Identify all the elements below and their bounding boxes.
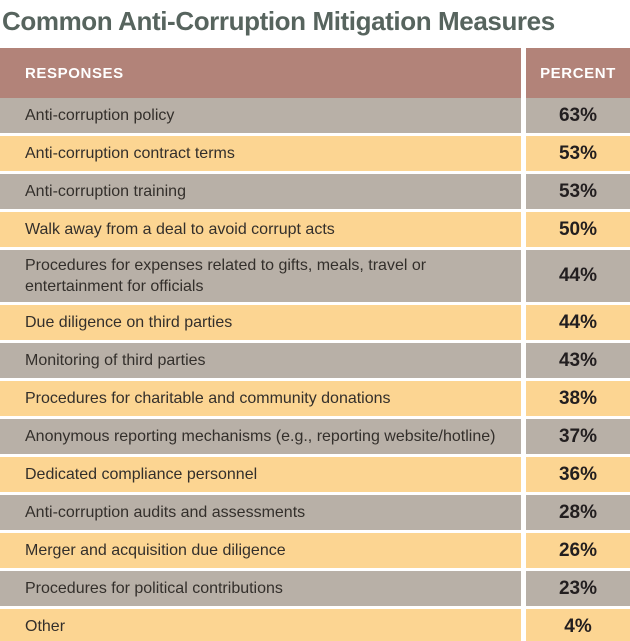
percent-value: 53% bbox=[526, 136, 630, 171]
percent-value: 4% bbox=[526, 609, 630, 641]
percent-value: 44% bbox=[526, 250, 630, 302]
table-row: Anti-corruption policy 63% bbox=[0, 98, 630, 133]
responses-table: RESPONSES PERCENT Anti-corruption policy… bbox=[0, 48, 630, 641]
table-row: Due diligence on third parties 44% bbox=[0, 305, 630, 340]
percent-value: 44% bbox=[526, 305, 630, 340]
table-row: Walk away from a deal to avoid corrupt a… bbox=[0, 212, 630, 247]
table-row: Anonymous reporting mechanisms (e.g., re… bbox=[0, 419, 630, 454]
response-label: Procedures for expenses related to gifts… bbox=[0, 250, 521, 302]
table-row: Merger and acquisition due diligence 26% bbox=[0, 533, 630, 568]
page-title: Common Anti-Corruption Mitigation Measur… bbox=[2, 6, 555, 36]
percent-value: 50% bbox=[526, 212, 630, 247]
table-row: Anti-corruption audits and assessments 28… bbox=[0, 495, 630, 530]
table-row: Procedures for political contributions 23… bbox=[0, 571, 630, 606]
percent-value: 28% bbox=[526, 495, 630, 530]
response-label: Due diligence on third parties bbox=[0, 305, 521, 340]
response-label: Anti-corruption audits and assessments bbox=[0, 495, 521, 530]
table-row: Anti-corruption contract terms 53% bbox=[0, 136, 630, 171]
percent-value: 63% bbox=[526, 98, 630, 133]
percent-value: 53% bbox=[526, 174, 630, 209]
table-row: Monitoring of third parties 43% bbox=[0, 343, 630, 378]
response-label: Procedures for charitable and community … bbox=[0, 381, 521, 416]
response-label: Anti-corruption contract terms bbox=[0, 136, 521, 171]
percent-value: 43% bbox=[526, 343, 630, 378]
table-header-row: RESPONSES PERCENT bbox=[0, 48, 630, 98]
table-row: Dedicated compliance personnel 36% bbox=[0, 457, 630, 492]
table-body: Anti-corruption policy 63% Anti-corruption… bbox=[0, 98, 630, 641]
response-label: Other bbox=[0, 609, 521, 641]
response-label: Merger and acquisition due diligence bbox=[0, 533, 521, 568]
table-row: Procedures for charitable and community … bbox=[0, 381, 630, 416]
table-row: Other 4% bbox=[0, 609, 630, 641]
percent-value: 26% bbox=[526, 533, 630, 568]
percent-value: 37% bbox=[526, 419, 630, 454]
percent-value: 36% bbox=[526, 457, 630, 492]
column-header-responses: RESPONSES bbox=[0, 48, 521, 98]
table-row: Procedures for expenses related to gifts… bbox=[0, 250, 630, 302]
percent-value: 38% bbox=[526, 381, 630, 416]
response-label: Anonymous reporting mechanisms (e.g., re… bbox=[0, 419, 521, 454]
response-label: Anti-corruption training bbox=[0, 174, 521, 209]
response-label: Anti-corruption policy bbox=[0, 98, 521, 133]
response-label: Monitoring of third parties bbox=[0, 343, 521, 378]
response-label: Dedicated compliance personnel bbox=[0, 457, 521, 492]
percent-value: 23% bbox=[526, 571, 630, 606]
response-label: Procedures for political contributions bbox=[0, 571, 521, 606]
table-row: Anti-corruption training 53% bbox=[0, 174, 630, 209]
response-label: Walk away from a deal to avoid corrupt a… bbox=[0, 212, 521, 247]
column-header-percent: PERCENT bbox=[526, 48, 630, 98]
